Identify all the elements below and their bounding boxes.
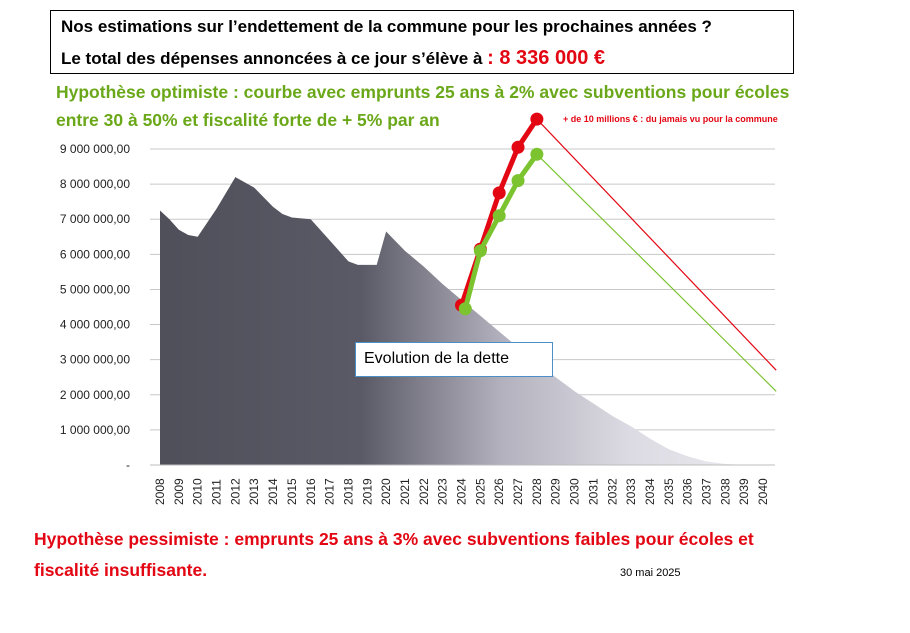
- series-0-point: [511, 140, 525, 154]
- y-tick-label: 4 000 000,00: [60, 318, 130, 332]
- header-total: Le total des dépenses annoncées à ce jou…: [61, 47, 605, 70]
- pessimistic-hypothesis-line1: Hypothèse pessimiste : emprunts 25 ans à…: [34, 529, 754, 549]
- x-tick-label: 2019: [360, 478, 374, 505]
- series-1-trend-line: [536, 153, 777, 392]
- series-0-trend-line: [536, 118, 777, 371]
- y-tick-label: 5 000 000,00: [60, 282, 130, 296]
- x-tick-label: 2033: [624, 478, 638, 505]
- header-total-amount: : 8 336 000 €: [487, 47, 606, 69]
- x-tick-label: 2032: [605, 478, 619, 505]
- y-tick-label: 2 000 000,00: [60, 388, 130, 402]
- header-total-label: Le total des dépenses annoncées à ce jou…: [61, 49, 483, 68]
- y-tick-label: 8 000 000,00: [60, 177, 130, 191]
- x-tick-label: 2028: [530, 478, 544, 505]
- x-tick-label: 2040: [756, 478, 770, 505]
- pessimistic-hypothesis-line2: fiscalité insuffisante.: [34, 560, 208, 580]
- x-tick-label: 2020: [379, 478, 393, 505]
- y-tick-label: 3 000 000,00: [60, 353, 130, 367]
- y-tick-label: 1 000 000,00: [60, 423, 130, 437]
- optimistic-hypothesis-line2: entre 30 à 50% et fiscalité forte de + 5…: [56, 110, 440, 130]
- x-tick-label: 2018: [341, 478, 355, 505]
- series-1-point: [492, 209, 506, 223]
- series-0-point: [530, 112, 544, 126]
- x-tick-label: 2029: [549, 478, 563, 505]
- date-note: 30 mai 2025: [620, 567, 681, 579]
- header-question: Nos estimations sur l’endettement de la …: [61, 17, 712, 36]
- debt-area: [160, 177, 745, 466]
- series-1-point: [458, 302, 472, 316]
- x-tick-label: 2031: [586, 478, 600, 505]
- x-tick-label: 2016: [304, 478, 318, 505]
- y-tick-label: 9 000 000,00: [60, 142, 130, 156]
- y-tick-label: 6 000 000,00: [60, 247, 130, 261]
- series-0-point: [492, 186, 506, 200]
- x-tick-label: 2037: [699, 478, 713, 505]
- series-1-point: [511, 174, 525, 188]
- x-tick-label: 2022: [417, 478, 431, 505]
- x-tick-label: 2015: [285, 478, 299, 505]
- x-tick-label: 2017: [323, 478, 337, 505]
- x-tick-label: 2021: [398, 478, 412, 505]
- x-tick-label: 2008: [153, 478, 167, 505]
- x-tick-label: 2036: [681, 478, 695, 505]
- y-tick-label: -: [126, 458, 130, 472]
- x-tick-label: 2009: [172, 478, 186, 505]
- annotation-box: Evolution de la dette: [355, 342, 553, 377]
- x-tick-label: 2030: [568, 478, 582, 505]
- series-1-point: [473, 244, 487, 258]
- header-box: Nos estimations sur l’endettement de la …: [50, 10, 794, 74]
- y-tick-label: 7 000 000,00: [60, 212, 130, 226]
- annotation-text: Evolution de la dette: [364, 350, 509, 367]
- red-series-note: + de 10 millions € : du jamais vu pour l…: [563, 114, 778, 124]
- x-tick-label: 2014: [266, 478, 280, 505]
- x-tick-label: 2034: [643, 478, 657, 505]
- x-tick-label: 2035: [662, 478, 676, 505]
- optimistic-hypothesis-line1: Hypothèse optimiste : courbe avec emprun…: [56, 82, 790, 102]
- x-tick-label: 2023: [436, 478, 450, 505]
- x-tick-label: 2027: [511, 478, 525, 505]
- x-tick-label: 2010: [191, 478, 205, 505]
- series-1-line: [462, 152, 539, 310]
- x-tick-label: 2012: [228, 478, 242, 505]
- series-1-point: [530, 147, 544, 161]
- x-tick-label: 2013: [247, 478, 261, 505]
- x-tick-label: 2011: [210, 479, 224, 505]
- x-tick-label: 2026: [492, 478, 506, 505]
- x-tick-label: 2025: [473, 478, 487, 505]
- x-tick-label: 2024: [455, 478, 469, 505]
- x-tick-label: 2039: [737, 478, 751, 505]
- x-tick-label: 2038: [718, 478, 732, 505]
